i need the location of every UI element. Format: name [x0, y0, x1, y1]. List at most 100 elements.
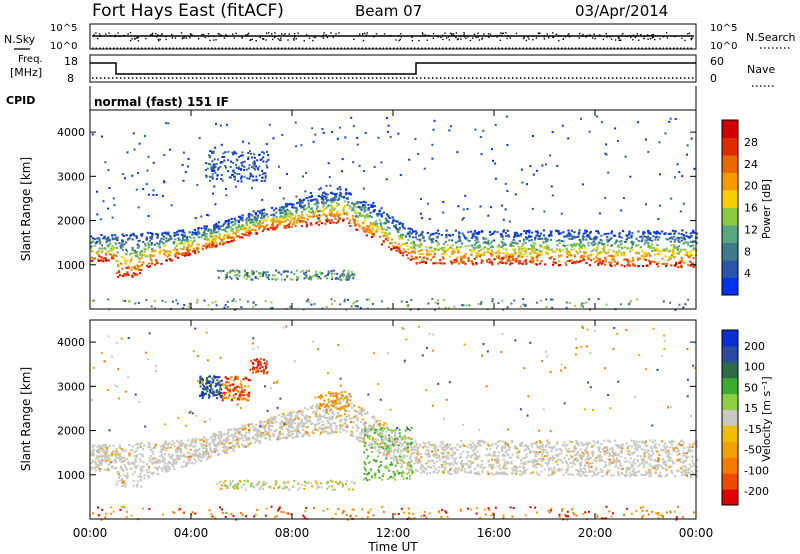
power-point	[353, 205, 356, 208]
power-point	[550, 230, 553, 233]
velocity-point	[631, 452, 634, 455]
nsky-point	[265, 32, 268, 34]
nsky-point	[232, 33, 234, 35]
velocity-point	[600, 443, 603, 446]
velocity-point	[205, 445, 208, 447]
power-point	[551, 306, 554, 309]
power-point	[138, 142, 141, 145]
power-point	[114, 234, 117, 237]
power-point	[631, 242, 634, 245]
power-point	[279, 212, 282, 215]
power-point	[588, 234, 591, 237]
velocity-point	[409, 444, 412, 447]
power-point	[538, 234, 542, 237]
power-point	[612, 255, 615, 258]
power-point	[693, 231, 696, 234]
power-point	[116, 236, 119, 239]
colorbar-tick-label: 16	[744, 202, 758, 215]
power-point	[632, 259, 635, 262]
power-point	[428, 235, 431, 238]
power-point	[601, 260, 605, 262]
power-point	[687, 236, 690, 239]
power-point	[386, 239, 389, 242]
velocity-point	[464, 471, 467, 474]
velocity-point	[543, 448, 546, 451]
velocity-point	[423, 467, 426, 470]
power-point	[646, 254, 649, 257]
power-point	[580, 246, 583, 249]
power-point	[241, 233, 244, 235]
power-point	[335, 202, 338, 205]
power-point	[327, 162, 330, 165]
power-point	[405, 254, 408, 257]
velocity-point	[619, 455, 622, 458]
power-point	[225, 166, 227, 169]
velocity-point	[454, 472, 457, 475]
velocity-point	[223, 451, 226, 454]
power-point	[281, 218, 284, 220]
power-point	[690, 241, 693, 244]
power-point	[331, 200, 335, 203]
power-point	[504, 256, 507, 259]
power-point	[512, 238, 515, 241]
power-point	[249, 218, 253, 221]
power-point	[324, 274, 327, 277]
velocity-point	[570, 441, 573, 444]
power-point	[364, 131, 367, 134]
power-point	[127, 300, 130, 303]
power-point	[338, 126, 341, 129]
power-point	[666, 238, 669, 241]
velocity-point	[152, 471, 155, 474]
power-point	[410, 298, 413, 301]
nsky-point	[366, 32, 368, 34]
power-point	[301, 220, 304, 222]
power-point	[483, 251, 486, 254]
power-point	[245, 218, 248, 221]
velocity-point	[281, 436, 284, 439]
power-point	[292, 223, 295, 226]
velocity-point	[585, 474, 588, 477]
power-point	[289, 278, 292, 281]
power-point	[330, 298, 333, 301]
power-point	[515, 259, 518, 261]
power-point	[317, 223, 321, 226]
power-point	[509, 243, 512, 245]
velocity-point	[371, 437, 374, 440]
power-point	[206, 167, 209, 170]
velocity-point	[114, 461, 117, 464]
power-point	[180, 233, 183, 236]
power-point	[654, 261, 657, 264]
power-point	[683, 261, 686, 264]
power-point	[339, 212, 342, 215]
power-point	[93, 257, 96, 260]
power-point	[431, 249, 434, 252]
power-point	[582, 257, 585, 259]
power-point	[597, 252, 600, 255]
velocity-point	[299, 421, 302, 424]
velocity-point	[610, 454, 613, 457]
power-point	[321, 272, 324, 275]
power-point	[501, 252, 505, 254]
power-point	[146, 231, 150, 234]
power-point	[614, 264, 617, 267]
power-point	[585, 235, 588, 238]
power-point	[585, 262, 588, 264]
power-point	[275, 216, 278, 219]
nsky-point	[614, 39, 617, 41]
power-point	[106, 244, 109, 247]
power-point	[387, 236, 390, 239]
power-point	[583, 255, 586, 258]
velocity-point	[298, 432, 301, 434]
power-point	[237, 180, 240, 183]
power-point	[692, 257, 695, 260]
velocity-point	[680, 467, 683, 470]
velocity-point	[316, 407, 319, 410]
nsky-point	[207, 33, 210, 35]
power-point	[459, 240, 462, 243]
power-point	[682, 248, 685, 251]
velocity-point	[287, 414, 291, 417]
power-point	[233, 239, 236, 242]
power-point	[434, 301, 437, 304]
nsky-point	[272, 38, 274, 41]
power-point	[578, 231, 581, 234]
